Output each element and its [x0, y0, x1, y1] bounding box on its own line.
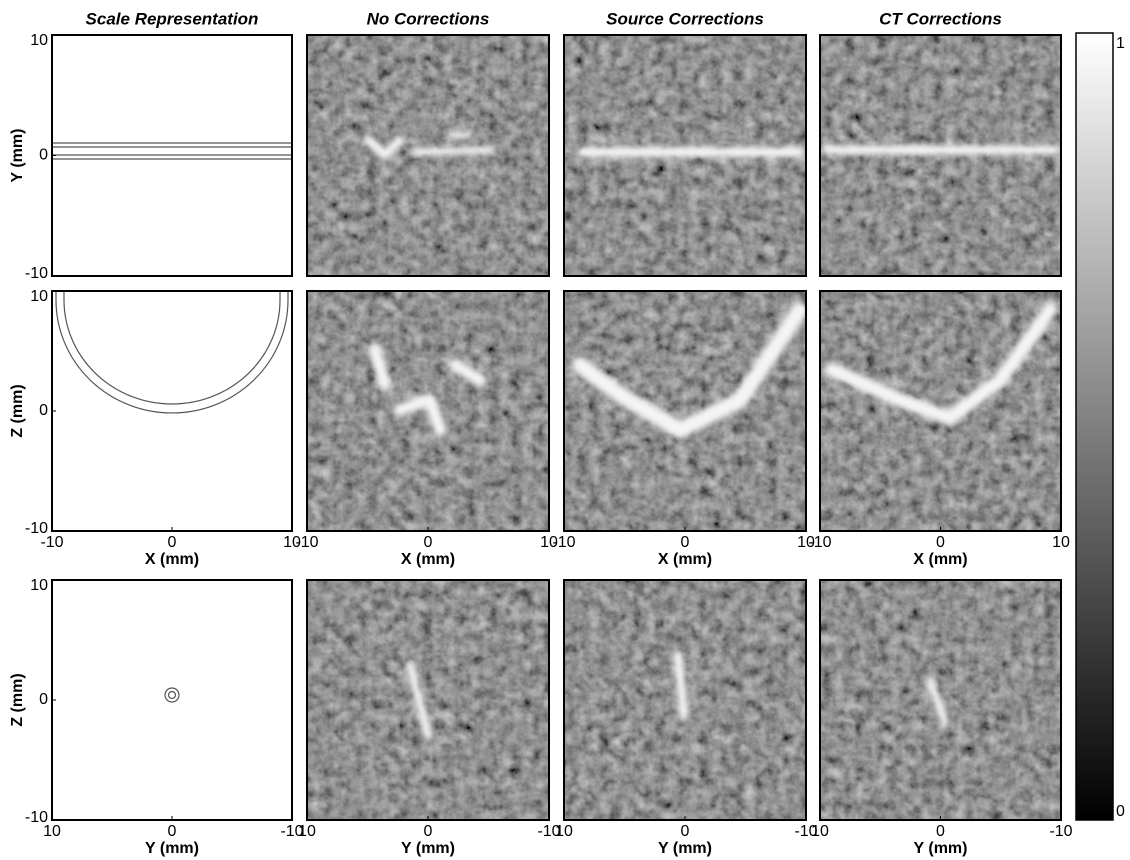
x-axis-label: X (mm)	[913, 551, 967, 568]
y-tick-label: -10	[25, 520, 48, 537]
x-axis-label: Y (mm)	[145, 840, 199, 857]
x-tick-label: -10	[40, 534, 63, 551]
x-tick-label: -10	[537, 823, 560, 840]
x-tick-label: 10	[298, 823, 316, 840]
x-tick-label: 0	[168, 823, 177, 840]
x-tick-label: 10	[540, 534, 558, 551]
x-tick-label: 10	[283, 534, 301, 551]
x-tick-label: 10	[797, 534, 815, 551]
column-title: Source Corrections	[606, 9, 764, 28]
x-tick-label: 10	[43, 823, 61, 840]
y-tick-label: 10	[30, 32, 48, 49]
x-tick-label: 0	[681, 823, 690, 840]
y-tick-label: -10	[25, 265, 48, 282]
colorbar-tick-label: 0	[1116, 803, 1125, 820]
x-tick-label: 10	[811, 823, 829, 840]
y-axis-label: Z (mm)	[9, 673, 26, 726]
x-tick-label: 10	[1052, 534, 1070, 551]
x-axis-label: X (mm)	[658, 551, 712, 568]
y-tick-label: 0	[39, 691, 48, 708]
y-axis-label: Z (mm)	[9, 384, 26, 437]
x-tick-label: -10	[1049, 823, 1072, 840]
x-tick-label: -10	[808, 534, 831, 551]
column-title: No Corrections	[367, 9, 490, 28]
y-tick-label: 10	[30, 288, 48, 305]
x-axis-label: Y (mm)	[401, 840, 455, 857]
x-tick-label: 0	[168, 534, 177, 551]
image-panels	[51, 32, 1114, 821]
y-tick-label: -10	[25, 809, 48, 826]
x-axis-label: Y (mm)	[914, 840, 968, 857]
colorbar-tick-label: 1	[1116, 35, 1125, 52]
y-tick-label: 0	[39, 402, 48, 419]
x-tick-label: 0	[936, 823, 945, 840]
x-axis-label: Y (mm)	[658, 840, 712, 857]
x-tick-label: 0	[681, 534, 690, 551]
x-tick-label: -10	[794, 823, 817, 840]
x-tick-label: 0	[424, 534, 433, 551]
column-title: CT Corrections	[879, 9, 1002, 28]
x-tick-label: 0	[936, 534, 945, 551]
colorbar	[1075, 32, 1114, 821]
y-tick-label: 0	[39, 147, 48, 164]
x-tick-label: -10	[295, 534, 318, 551]
x-tick-label: 0	[424, 823, 433, 840]
column-title: Scale Representation	[86, 9, 259, 28]
x-tick-label: 10	[555, 823, 573, 840]
x-tick-label: -10	[552, 534, 575, 551]
x-axis-label: X (mm)	[145, 551, 199, 568]
y-tick-label: 10	[30, 577, 48, 594]
y-axis-label: Y (mm)	[9, 129, 26, 183]
x-axis-label: X (mm)	[401, 551, 455, 568]
x-tick-label: -10	[280, 823, 303, 840]
